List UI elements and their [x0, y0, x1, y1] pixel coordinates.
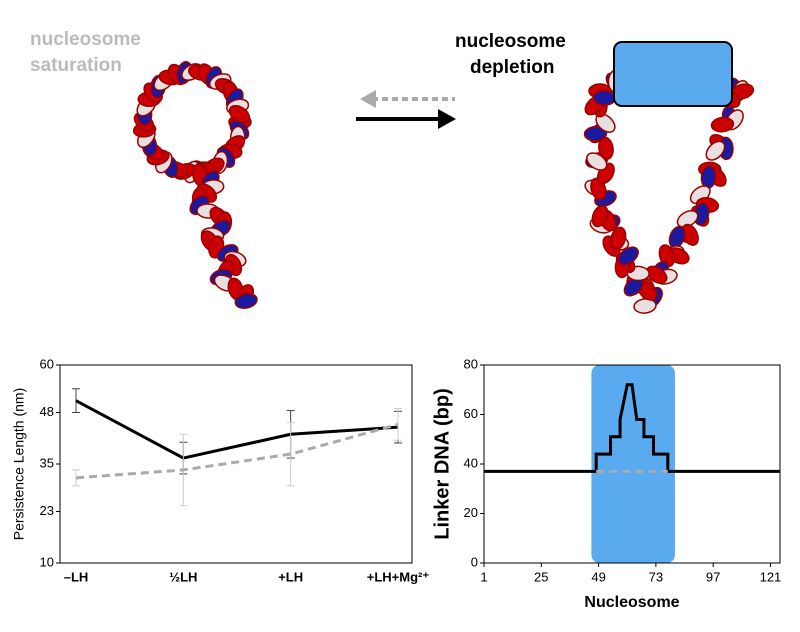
- x-tick-label: +LH: [278, 569, 303, 584]
- nucleosome-bead: [710, 116, 735, 133]
- x-axis-label: Nucleosome: [584, 594, 679, 611]
- series-line: [75, 399, 399, 460]
- error-bar: [286, 421, 295, 487]
- y-tick-label: 60: [464, 406, 478, 421]
- reverse-arrow-head: [360, 90, 376, 108]
- y-tick-label: 23: [40, 503, 54, 518]
- forward-arrow-head: [438, 109, 456, 129]
- nucleosome-bead: [705, 140, 726, 161]
- y-tick-label: 35: [40, 455, 54, 470]
- plot-frame: [59, 364, 413, 564]
- x-tick-label: 73: [649, 569, 663, 584]
- nucleosome-bead: [592, 90, 617, 106]
- nucleosome-bead: [646, 265, 668, 284]
- x-tick-label: 97: [706, 569, 720, 584]
- y-axis-label: Persistence Length (nm): [11, 388, 27, 541]
- nucleosome-bead: [234, 292, 258, 310]
- series-line: [75, 422, 399, 480]
- x-tick-label: +LH+Mg²⁺: [367, 569, 430, 584]
- x-tick-label: 1: [480, 569, 487, 584]
- y-tick-label: 20: [464, 505, 478, 520]
- left-label: nucleosome: [30, 29, 141, 50]
- nucleosome-bead: [583, 125, 608, 142]
- nucleosome-bead: [228, 105, 251, 124]
- right-label: nucleosome: [455, 31, 566, 52]
- y-tick-label: 48: [40, 404, 54, 419]
- y-tick-label: 0: [471, 554, 478, 569]
- y-tick-label: 40: [464, 455, 478, 470]
- depletion-box: [613, 41, 733, 107]
- x-tick-label: 49: [591, 569, 605, 584]
- x-tick-label: –LH: [64, 569, 89, 584]
- right-label: depletion: [470, 57, 554, 78]
- nucleosome-bead: [610, 226, 627, 250]
- x-tick-label: 121: [760, 569, 782, 584]
- left-label: saturation: [30, 55, 122, 76]
- y-axis-label: Linker DNA (bp): [431, 388, 453, 539]
- series-line: [484, 383, 780, 473]
- x-tick-label: ½LH: [169, 569, 197, 584]
- nucleosome-bead: [633, 298, 657, 314]
- x-tick-label: 25: [534, 569, 548, 584]
- y-tick-label: 80: [464, 356, 478, 371]
- nucleosome-bead: [617, 246, 639, 266]
- y-tick-label: 10: [40, 554, 54, 569]
- highlight-region: [591, 365, 675, 563]
- y-tick-label: 60: [40, 356, 54, 371]
